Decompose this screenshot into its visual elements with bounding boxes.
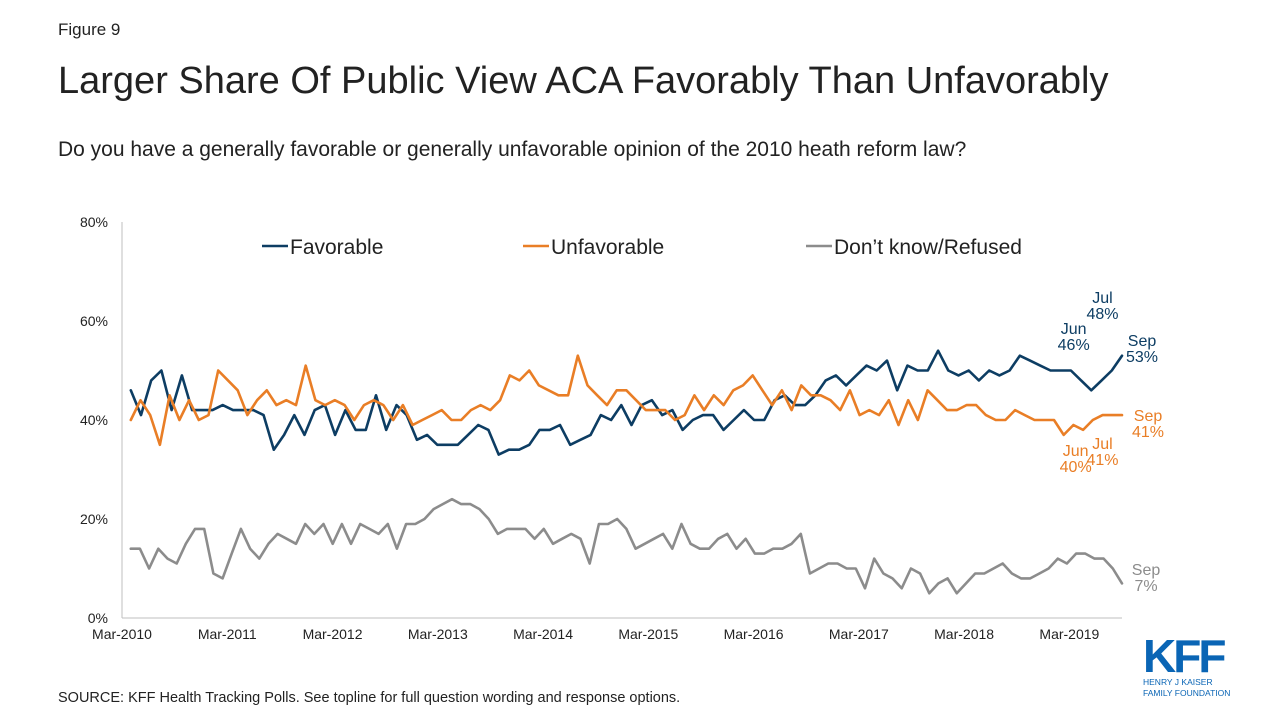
- annotation-month-unfavorable: Sep: [1134, 408, 1163, 425]
- x-tick-label: Mar-2013: [408, 626, 468, 642]
- annotation-month-unfavorable: Jul: [1092, 436, 1112, 453]
- y-tick-label: 60%: [80, 313, 108, 329]
- annotation-value-favorable: 53%: [1126, 349, 1158, 366]
- annotation-month-unfavorable: Jun: [1063, 443, 1089, 460]
- chart-title: Larger Share Of Public View ACA Favorabl…: [58, 60, 1109, 102]
- legend: Favorable Unfavorable Don’t know/Refused: [262, 236, 1022, 259]
- annotation-value-favorable: 46%: [1058, 337, 1090, 354]
- series-line-unfavorable: [129, 354, 1124, 447]
- annotations: Jun46%Jul48%Sep53%Jun40%Jul41%Sep41%Sep7…: [1058, 290, 1164, 595]
- y-tick-label: 20%: [80, 511, 108, 527]
- x-tick-label: Mar-2018: [934, 626, 994, 642]
- logo-line-2: FAMILY FOUNDATION: [1143, 688, 1231, 698]
- x-tick-label: Mar-2010: [92, 626, 152, 642]
- series-lines: [129, 349, 1124, 595]
- annotation-value-unfavorable: 40%: [1060, 459, 1092, 476]
- annotation-month-favorable: Jul: [1092, 290, 1112, 307]
- y-axis: 0% 20% 40% 60% 80%: [80, 214, 123, 626]
- annotation-month-don-t-know-refused: Sep: [1132, 562, 1161, 579]
- x-tick-label: Mar-2012: [303, 626, 363, 642]
- x-tick-label: Mar-2011: [198, 626, 257, 642]
- logo-line-1: HENRY J KAISER: [1143, 677, 1213, 687]
- annotation-month-favorable: Jun: [1061, 321, 1087, 338]
- figure-label: Figure 9: [58, 20, 121, 39]
- logo-mark: KFF: [1143, 630, 1226, 682]
- annotation-value-unfavorable: 41%: [1132, 424, 1164, 441]
- y-tick-label: 40%: [80, 412, 108, 428]
- legend-label-favorable: Favorable: [290, 236, 383, 259]
- x-tick-label: Mar-2014: [513, 626, 573, 642]
- annotation-month-favorable: Sep: [1128, 333, 1157, 350]
- annotation-value-unfavorable: 41%: [1086, 452, 1118, 469]
- y-tick-label: 0%: [88, 610, 108, 626]
- source-note: SOURCE: KFF Health Tracking Polls. See t…: [58, 690, 681, 706]
- annotation-value-favorable: 48%: [1086, 306, 1118, 323]
- x-axis: Mar-2010 Mar-2011 Mar-2012 Mar-2013 Mar-2014…: [92, 617, 1122, 642]
- series-line-favorable: [129, 349, 1124, 456]
- y-tick-label: 80%: [80, 214, 108, 230]
- x-tick-label: Mar-2017: [829, 626, 889, 642]
- x-tick-label: Mar-2019: [1039, 626, 1099, 642]
- chart-subtitle: Do you have a generally favorable or gen…: [58, 138, 967, 161]
- kff-logo: KFF HENRY J KAISER FAMILY FOUNDATION: [1143, 630, 1237, 698]
- x-tick-label: Mar-2016: [724, 626, 784, 642]
- legend-label-unfavorable: Unfavorable: [551, 236, 664, 259]
- series-line-don-t-know-refused: [129, 497, 1124, 595]
- x-tick-label: Mar-2015: [618, 626, 678, 642]
- line-chart: 0%20%40%60%80% Mar-2010 Mar-2011 Mar-2012 M…: [80, 214, 1164, 642]
- legend-label-don-t-know-refused: Don’t know/Refused: [834, 236, 1022, 259]
- annotation-value-don-t-know-refused: 7%: [1134, 578, 1157, 595]
